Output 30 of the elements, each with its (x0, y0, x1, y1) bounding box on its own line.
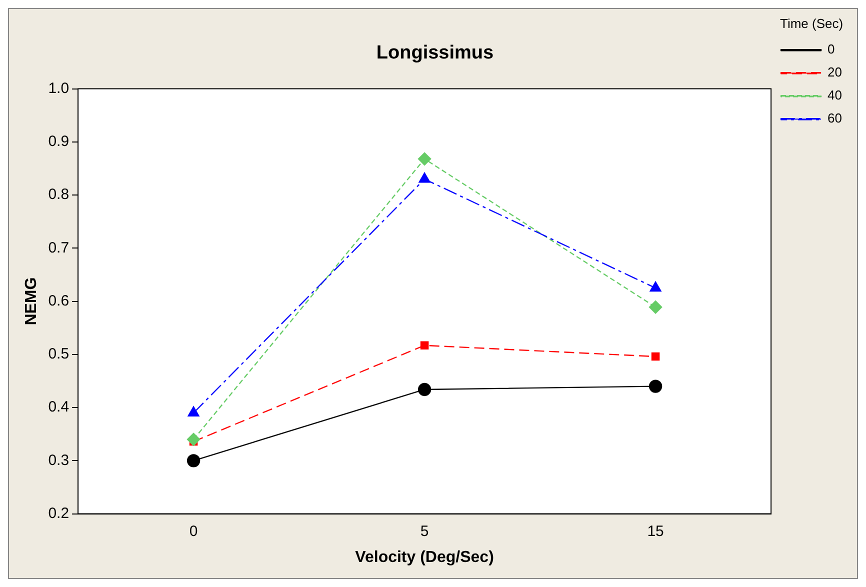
y-tick-label: 0.6 (48, 292, 70, 310)
point (418, 382, 432, 396)
point (418, 172, 430, 183)
legend-title: Time (Sec) (780, 16, 844, 32)
y-tick-label: 0.5 (48, 346, 70, 363)
point (651, 352, 660, 361)
y-tick-label: 0.7 (48, 239, 70, 256)
y-axis-title: NEMG (23, 277, 40, 326)
y-tick-label: 0.3 (48, 452, 70, 469)
legend-label: 0 (828, 42, 835, 57)
point (648, 380, 662, 393)
y-tick-label: 0.4 (48, 398, 70, 416)
point (420, 341, 429, 350)
point (648, 300, 662, 314)
x-axis-title: Velocity (Deg/Sec) (355, 548, 494, 566)
chart-title: Longissimus (376, 42, 494, 64)
legend-label: 40 (828, 88, 842, 103)
point (650, 281, 662, 292)
y-tick-label: 0.2 (48, 504, 70, 522)
point (418, 152, 432, 166)
point (186, 454, 200, 468)
legend-label: 20 (828, 64, 842, 80)
y-tick-label: 0.8 (48, 186, 70, 204)
legend-label: 60 (828, 110, 842, 126)
point (186, 432, 200, 446)
x-tick-label: 5 (420, 522, 429, 540)
x-tick-label: 0 (189, 522, 198, 540)
x-tick-label: 15 (647, 522, 664, 540)
y-tick-label: 0.9 (48, 133, 70, 150)
y-tick-label: 1.0 (48, 80, 70, 97)
